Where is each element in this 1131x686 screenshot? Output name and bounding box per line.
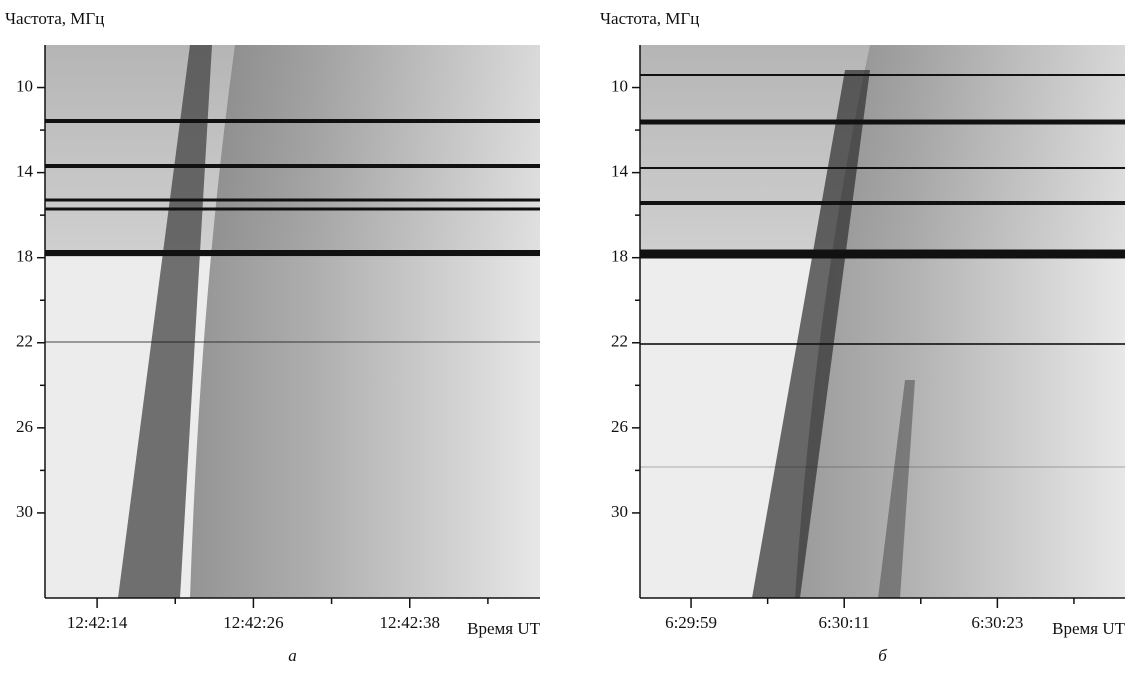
x-tick-label: 6:30:23 [971,613,1023,632]
panel-label: б [878,646,887,665]
x-axis-title: Время UT [1052,619,1125,638]
y-tick-label: 30 [611,502,628,521]
y-tick-label: 18 [16,247,33,266]
y-tick-label: 30 [16,502,33,521]
y-axis-title: Частота, МГц [600,9,699,28]
y-tick-label: 22 [16,332,33,351]
x-tick-label: 12:42:26 [223,613,283,632]
y-tick-label: 14 [611,162,629,181]
x-axis-title: Время UT [467,619,540,638]
y-tick-label: 10 [611,76,628,95]
y-axis-title: Частота, МГц [5,9,104,28]
y-tick-label: 10 [16,76,33,95]
y-tick-label: 14 [16,162,34,181]
x-tick-label: 12:42:14 [67,613,128,632]
x-tick-label: 12:42:38 [380,613,440,632]
y-tick-label: 22 [611,332,628,351]
spectrogram-a [45,45,540,598]
y-tick-label: 26 [611,417,628,436]
spectrogram-b [640,45,1125,598]
y-tick-label: 26 [16,417,33,436]
panel-label: а [288,646,297,665]
x-tick-label: 6:30:11 [819,613,870,632]
x-tick-label: 6:29:59 [665,613,717,632]
y-tick-label: 18 [611,247,628,266]
